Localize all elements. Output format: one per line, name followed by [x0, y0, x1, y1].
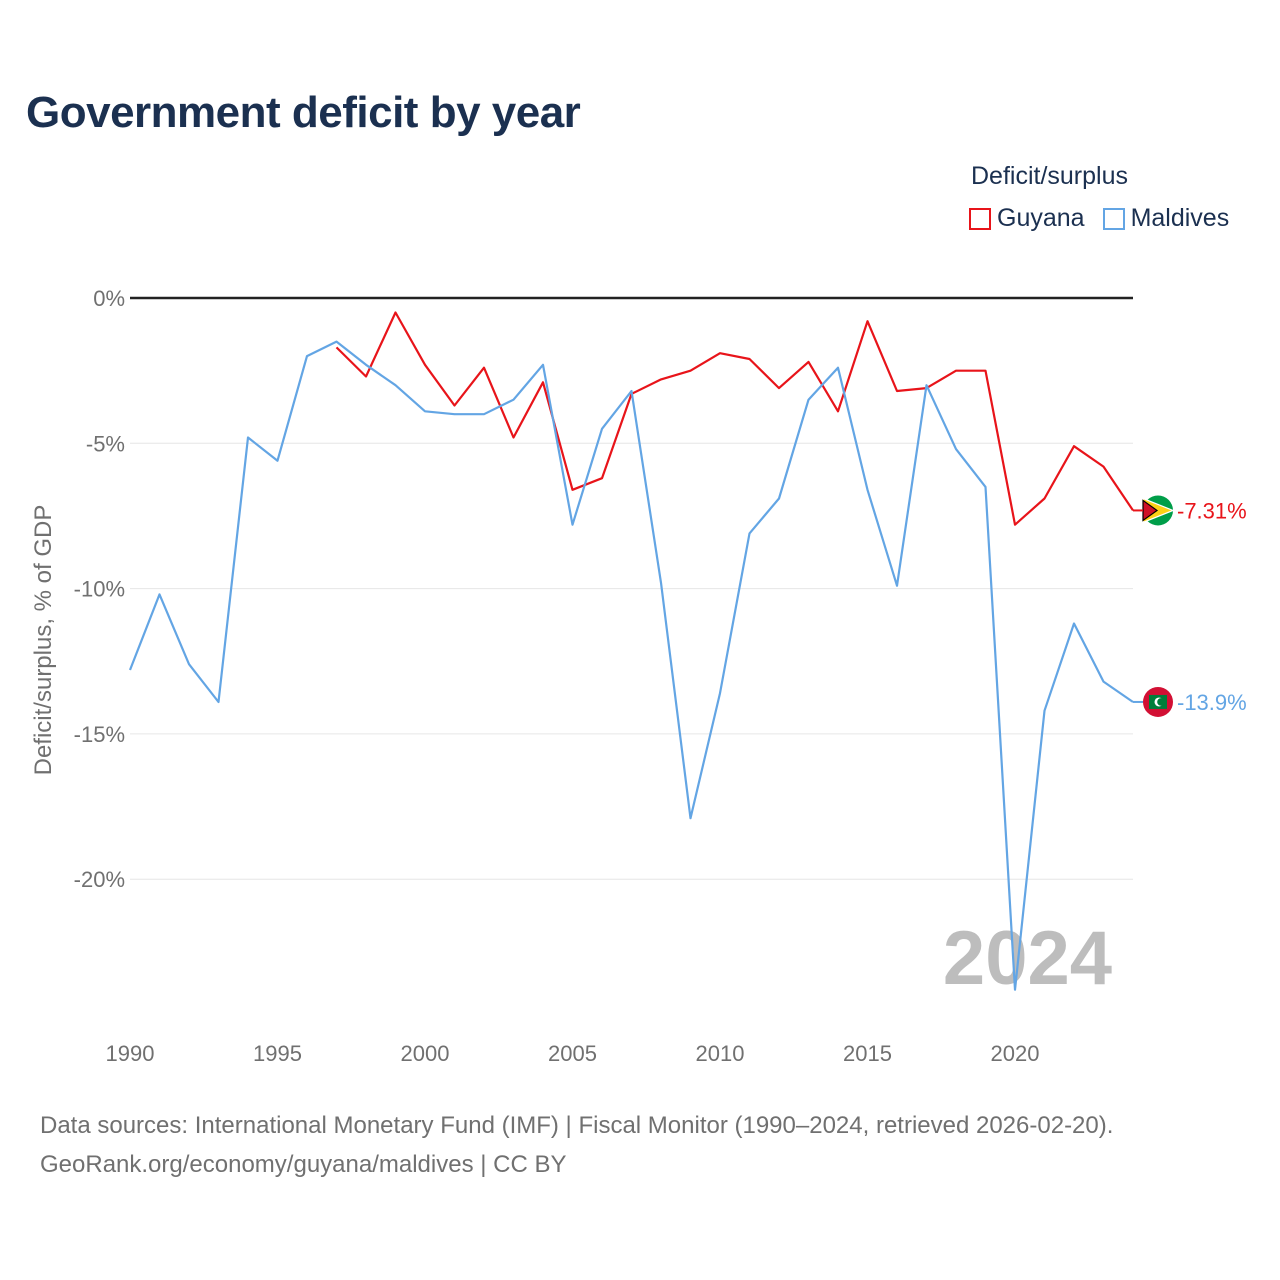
series-line-guyana: [335, 311, 1134, 526]
x-tick-label: 1990: [106, 1041, 155, 1066]
y-tick-label: -15%: [74, 722, 125, 747]
legend-label-maldives: Maldives: [1130, 204, 1230, 232]
legend-label-guyana: Guyana: [997, 204, 1085, 232]
x-tick-label: 2005: [548, 1041, 597, 1066]
page-title: Government deficit by year: [26, 88, 581, 137]
y-tick-label: 0%: [93, 286, 125, 311]
x-tick-label: 2010: [696, 1041, 745, 1066]
end-value-label-maldives: -13.9%: [1177, 690, 1247, 715]
legend-swatch-guyana: [969, 207, 991, 230]
legend-title: Deficit/surplus: [971, 162, 1128, 190]
x-tick-label: 2000: [401, 1041, 450, 1066]
y-tick-label: -20%: [74, 867, 125, 892]
y-tick-label: -10%: [74, 577, 125, 602]
legend-swatch-maldives: [1102, 207, 1125, 230]
source-note: Data sources: International Monetary Fun…: [40, 1106, 1113, 1184]
y-axis-title: Deficit/surplus, % of GDP: [30, 505, 57, 776]
legend-item-maldives[interactable]: Maldives: [1102, 204, 1230, 233]
legend-item-guyana[interactable]: Guyana: [969, 204, 1085, 233]
source-line-1: Data sources: International Monetary Fun…: [40, 1112, 1114, 1139]
y-tick-label: -5%: [86, 431, 125, 456]
line-chart: 0% -5% -10% -15% -20% 1990 1995 2000 2005 2010 201…: [30, 286, 1247, 1066]
x-tick-label: 1995: [253, 1041, 302, 1066]
series-line-maldives: [128, 340, 1134, 991]
year-watermark: 2024: [943, 916, 1112, 1001]
maldives-flag-crescent-cut: [1157, 698, 1165, 706]
source-line-2[interactable]: GeoRank.org/economy/guyana/maldives | CC…: [40, 1151, 567, 1178]
legend: Guyana Maldives: [969, 204, 1247, 233]
x-tick-label: 2015: [843, 1041, 892, 1066]
end-value-label-guyana: -7.31%: [1177, 498, 1247, 523]
x-tick-label: 2020: [991, 1041, 1040, 1066]
